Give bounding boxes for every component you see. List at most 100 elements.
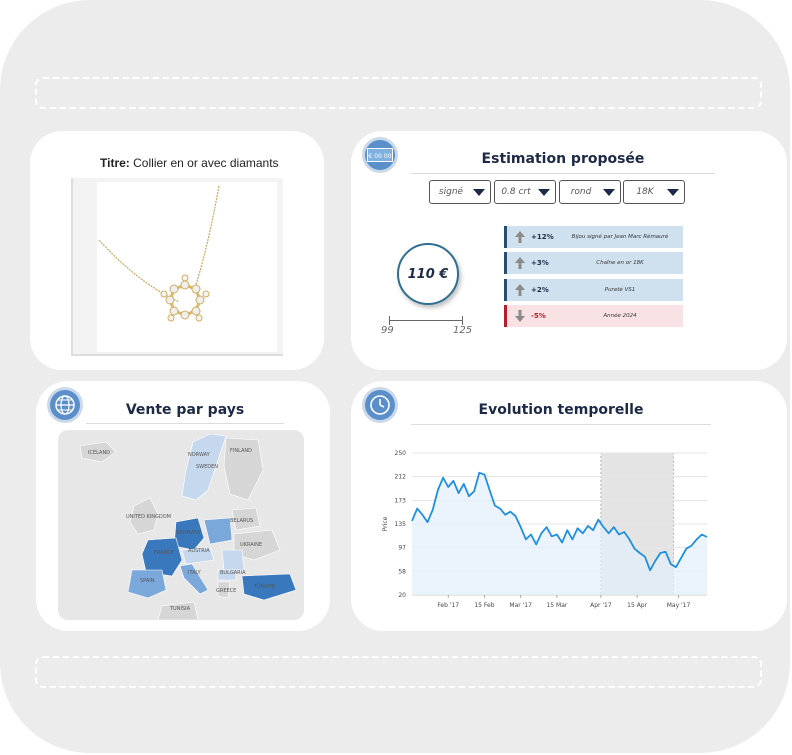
signature-select[interactable]: signé	[429, 180, 491, 204]
map-label: NORWAY	[188, 452, 211, 458]
map-label: UNITED KINGDOM	[126, 514, 171, 520]
top-placeholder-slot[interactable]	[35, 77, 762, 109]
map-label: FINLAND	[230, 448, 252, 454]
chart-x-tick-label: 15 Mar	[546, 602, 567, 609]
chevron-down-icon	[667, 189, 679, 196]
signature-select-value: signé	[438, 187, 464, 197]
time-badge	[362, 387, 398, 423]
chart-y-tick-label: 20	[398, 592, 406, 599]
factor-percent: +3%	[531, 259, 549, 267]
country-spain	[127, 569, 167, 599]
map-label: ITALY	[188, 570, 202, 576]
country-heading: Vente par pays	[125, 402, 245, 418]
price-chart[interactable]: 20 58 97 135 173 212 250 Feb '17 15 Feb Mar '17 15…	[377, 445, 711, 615]
factor-description: Bijou signé par Jean Marc Rémauré	[571, 234, 669, 240]
country-turkiye	[241, 573, 297, 601]
chart-series-line[interactable]	[411, 471, 708, 572]
arrow-up-icon	[515, 257, 525, 269]
diamond-necklace-image	[97, 182, 277, 352]
price-chart-svg: 20 58 97 135 173 212 250 Feb '17 15 Feb Mar '17 15…	[382, 450, 708, 609]
gold-select[interactable]: 18K	[623, 180, 685, 204]
time-heading-rule	[411, 424, 711, 425]
map-label: SPAIN	[140, 578, 155, 584]
factor-percent: +2%	[531, 286, 549, 294]
chart-x-tick-label: Mar '17	[509, 602, 532, 609]
price-range-line	[389, 320, 463, 321]
chart-y-tick-label: 212	[395, 473, 407, 480]
country-romania	[221, 549, 245, 571]
estimation-heading: Estimation proposée	[481, 151, 645, 167]
factor-row: +12% Bijou signé par Jean Marc Rémauré	[504, 226, 683, 248]
gold-select-value: 18K	[636, 187, 654, 197]
map-label: AUSTRIA	[188, 548, 210, 554]
chart-y-tick-label: 58	[398, 569, 406, 576]
country-iceland	[79, 441, 117, 463]
chevron-down-icon	[538, 189, 550, 196]
country-greece	[217, 581, 231, 599]
chevron-down-icon	[603, 189, 615, 196]
map-label: GREECE	[216, 588, 236, 594]
estimated-price: 110 €	[397, 243, 459, 305]
cut-select-value: rond	[570, 187, 592, 197]
chart-x-tick-label: 15 Apr	[627, 602, 647, 609]
factor-description: Pureté VS1	[604, 287, 636, 293]
arrow-down-icon	[515, 310, 525, 322]
product-title-value: Collier en or avec diamants	[133, 156, 279, 170]
estimation-card: € 00 00 Estimation proposée signé 0.8 cr…	[351, 131, 787, 370]
country-heading-rule	[86, 423, 284, 424]
map-label: GERMANY	[176, 530, 202, 536]
factor-description: Année 2024	[603, 313, 637, 319]
bottom-placeholder-slot[interactable]	[35, 656, 762, 688]
chart-x-tick-label: Feb '17	[437, 602, 459, 609]
country-north-africa	[157, 601, 199, 620]
chart-x-tick-label: 15 Feb	[474, 602, 494, 609]
map-label: SWEDEN	[196, 464, 218, 470]
europe-map-svg: ICELAND NORWAY SWEDEN FINLAND UNITED KIN…	[58, 430, 304, 620]
arrow-up-icon	[515, 231, 525, 243]
map-label: UKRAINE	[240, 542, 262, 548]
map-label: TUNISIA	[169, 606, 191, 612]
factor-percent: -5%	[531, 312, 546, 320]
chart-y-tick-label: 97	[398, 544, 406, 551]
product-image-frame	[71, 178, 283, 356]
country-belarus	[231, 507, 261, 531]
country-sales-card: Vente par pays ICELAND NO	[36, 381, 330, 631]
arrow-up-icon	[515, 284, 525, 296]
price-range-min: 99	[381, 325, 394, 336]
country-badge	[47, 387, 83, 423]
country-italy	[179, 563, 209, 595]
clock-icon	[370, 395, 390, 415]
chevron-down-icon	[473, 189, 485, 196]
time-evolution-card: Evolution temporelle 20 58 97 135 173 212 250 F…	[351, 381, 787, 631]
factor-percent: +12%	[531, 233, 554, 241]
factor-row: -5% Année 2024	[504, 305, 683, 327]
estimation-heading-rule	[411, 173, 715, 174]
factor-row: +3% Chaîne en or 18K	[504, 252, 683, 274]
chart-y-tick-label: 250	[395, 450, 407, 457]
country-finland	[223, 437, 264, 501]
map-label: TÜRKIYE	[253, 583, 275, 590]
money-bill-icon: € 00 00	[367, 148, 393, 162]
chart-y-axis-label: Price	[382, 516, 389, 531]
map-label: BELARUS	[230, 518, 253, 524]
map-label: BULGARIA	[220, 570, 246, 576]
money-bill-text: € 00 00	[369, 153, 392, 160]
europe-map[interactable]: ICELAND NORWAY SWEDEN FINLAND UNITED KIN…	[58, 430, 304, 620]
map-label: FRANCE	[154, 550, 174, 556]
product-card: Titre: Collier en or avec diamants	[30, 131, 324, 370]
country-austria	[181, 547, 215, 565]
factor-row: +2% Pureté VS1	[504, 279, 683, 301]
cut-select[interactable]: rond	[559, 180, 621, 204]
price-range-min-tick	[389, 316, 390, 325]
product-title: Titre: Collier en or avec diamants	[100, 156, 279, 170]
price-range-max-tick	[462, 316, 463, 325]
carat-select[interactable]: 0.8 crt	[494, 180, 556, 204]
country-france	[141, 537, 183, 577]
country-poland	[203, 517, 233, 545]
country-bulgaria	[217, 569, 237, 581]
chart-x-tick-label: May '17	[667, 602, 691, 609]
country-uk	[129, 497, 159, 535]
chart-y-tick-label: 135	[395, 521, 407, 528]
product-title-label: Titre:	[100, 156, 130, 170]
